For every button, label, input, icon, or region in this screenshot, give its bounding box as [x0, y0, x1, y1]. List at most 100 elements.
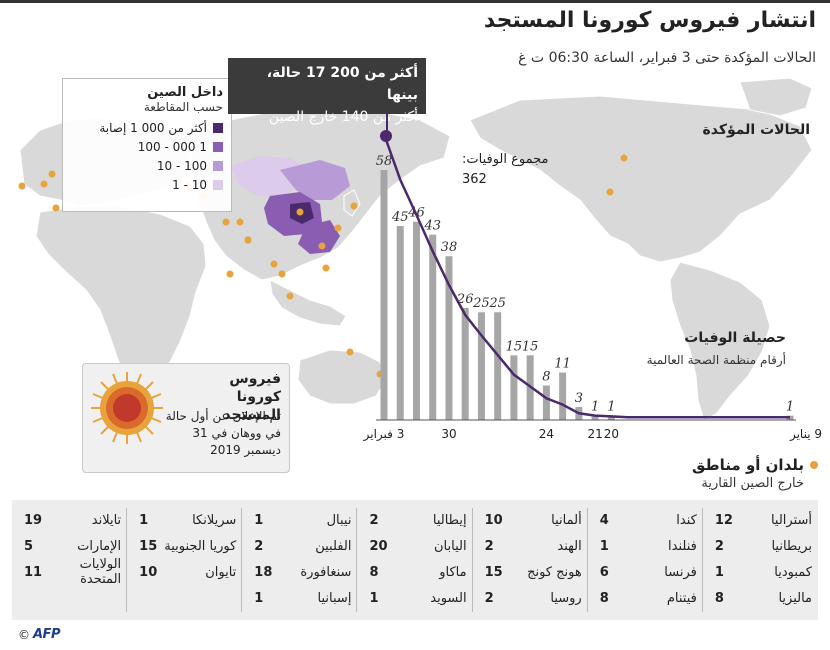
bar [380, 170, 388, 420]
afp-logo: AFP [33, 627, 60, 642]
country-name: اليابان [433, 538, 467, 554]
legend-label: 1 - 10 [172, 177, 207, 192]
bars-group [380, 170, 794, 420]
country-count: 10 [484, 512, 503, 528]
bar-value-label: 15 [506, 339, 523, 354]
legend-label: 100 - 000 1 [137, 139, 207, 154]
outside-dot-icon [810, 461, 818, 469]
country-count: 2 [714, 538, 724, 554]
page-subtitle: الحالات المؤكدة حتى 3 فبراير، الساعة 06:… [518, 50, 816, 66]
column-separator [586, 508, 588, 612]
x-tick-label: 3 فبراير [363, 427, 405, 442]
country-name: الهند [557, 538, 582, 554]
country-count: 2 [369, 512, 379, 528]
legend-row-2: 10 - 100 [71, 156, 223, 175]
country-row: كندا 4 [596, 508, 697, 532]
callout-line-2: أكثر من 140 خارج الصين [268, 109, 418, 125]
countries-table: أستراليا 12 بريطانيا 2 كمبوديا 1 ماليزيا 8 كندا 4… [12, 500, 818, 620]
country-row: الهند 2 [481, 534, 582, 558]
legend-label: 10 - 100 [156, 158, 207, 173]
legend-swatch [213, 179, 223, 190]
country-count: 2 [484, 538, 494, 554]
countries-column: أستراليا 12 بريطانيا 2 كمبوديا 1 ماليزيا 8 [711, 508, 812, 612]
virus-icon [91, 372, 163, 444]
country-count: 8 [599, 590, 609, 606]
bar [510, 355, 518, 420]
country-row: تايوان 10 [135, 560, 236, 584]
bar [607, 415, 615, 420]
x-tick-label: 20 [604, 427, 619, 441]
country-name: الإمارات [77, 538, 122, 554]
outside-china-subtitle: خارج الصين القارية [701, 476, 804, 491]
callout-dot-icon [380, 130, 392, 142]
country-name: الولايات المتحدة [79, 557, 122, 587]
country-row: نيبال 1 [250, 508, 351, 532]
country-count: 18 [254, 564, 273, 580]
country-row: ألمانيا 10 [481, 508, 582, 532]
country-count: 2 [254, 538, 264, 554]
country-count: 15 [139, 538, 158, 554]
country-row: السويد 1 [365, 586, 466, 610]
china-legend: داخل الصين حسب المقاطعة أكثر من 000 1 إص… [62, 78, 232, 212]
country-name: بريطانيا [771, 538, 812, 554]
country-count: 8 [714, 590, 724, 606]
bar-value-label: 45 [391, 210, 409, 225]
country-name: سريلانكا [192, 512, 237, 528]
virus-box-title: فيروس كورونا المستجد [223, 371, 281, 423]
total-cases-callout: أكثر من 200 17 حالة، بينها أكثر من 140 خ… [228, 58, 426, 125]
map-greenland [739, 77, 813, 117]
top-rule [0, 0, 830, 3]
column-separator [126, 508, 128, 612]
bar-value-label: 43 [423, 219, 441, 234]
callout-pointer [386, 113, 388, 135]
country-row: فيتنام 8 [596, 586, 697, 610]
country-name: كوريا الجنوبية [164, 538, 237, 554]
country-row: الولايات المتحدة 11 [20, 557, 122, 587]
country-name: إسبانيا [317, 590, 352, 606]
country-row: إيطاليا 2 [365, 508, 466, 532]
countries-column: كندا 4 فنلندا 1 فرنسا 6 فيتنام 8 [596, 508, 697, 612]
china-legend-title: داخل الصين [147, 85, 223, 100]
country-name: فرنسا [664, 564, 697, 580]
country-row: هونج كونج 15 [481, 560, 582, 584]
countries-column: نيبال 1 الفلبين 2 سنغافورة 18 إسبانيا 1 [250, 508, 351, 612]
country-count: 15 [484, 564, 503, 580]
country-count: 1 [139, 512, 149, 528]
bar [412, 221, 420, 420]
total-deaths-label: مجموع الوفيات: [462, 152, 549, 167]
country-row: سنغافورة 18 [250, 560, 351, 584]
country-count: 1 [599, 538, 609, 554]
country-row: أستراليا 12 [711, 508, 812, 532]
country-count: 6 [599, 564, 609, 580]
country-name: تايوان [205, 564, 237, 580]
country-row: سريلانكا 1 [135, 508, 236, 532]
country-row: بريطانيا 2 [711, 534, 812, 558]
country-count: 2 [484, 590, 494, 606]
country-name: تايلاند [91, 512, 122, 528]
column-separator [471, 508, 473, 612]
country-row: إسبانيا 1 [250, 586, 351, 610]
cumulative-deaths-line [382, 133, 790, 419]
map-se-asia [269, 279, 347, 327]
column-separator [241, 508, 243, 612]
country-row: تايلاند 19 [20, 508, 121, 532]
map-south-america [669, 261, 771, 421]
legend-row-0: أكثر من 000 1 إصابة [71, 118, 223, 137]
country-name: هونج كونج [527, 564, 582, 580]
country-count: 19 [24, 512, 43, 528]
bar-value-label: 26 [456, 292, 474, 307]
bar [494, 312, 502, 420]
country-count: 1 [254, 590, 264, 606]
bar [591, 415, 599, 420]
country-name: إيطاليا [432, 512, 467, 528]
column-separator [701, 508, 703, 612]
bar-value-label: 1 [607, 400, 615, 415]
bar [396, 226, 404, 420]
callout-line-1: أكثر من 200 17 حالة، بينها [266, 65, 418, 103]
column-separator [356, 508, 358, 612]
bar-value-label: 38 [441, 240, 458, 255]
country-name: ماليزيا [778, 590, 812, 606]
page-title: انتشار فيروس كورونا المستجد [483, 8, 816, 33]
